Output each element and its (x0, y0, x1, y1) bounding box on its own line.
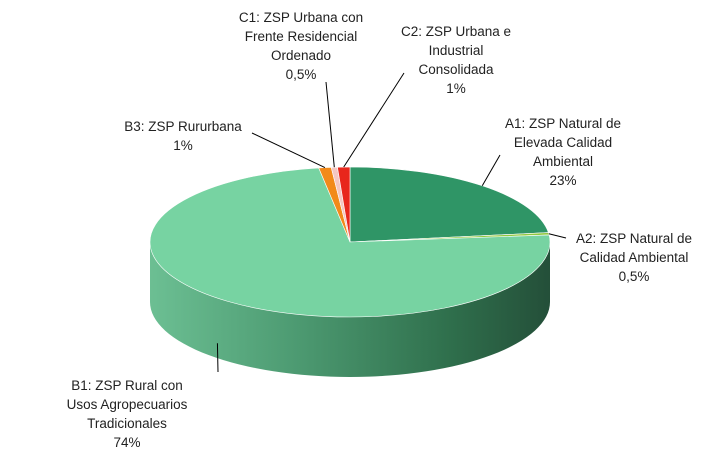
label-a2-line1: A2: ZSP Natural de (575, 231, 693, 246)
label-c2-line2: Industrial (428, 43, 484, 58)
leader-lines (216, 72, 567, 373)
label-a1-percent: 23% (549, 173, 577, 188)
pie-top-faces (149, 166, 551, 318)
label-b3-line1: B3: ZSP Rururbana (124, 119, 242, 134)
label-a2-line2: Calidad Ambiental (579, 250, 689, 265)
pie-slice-b1 (149, 167, 551, 318)
label-a2: A2: ZSP Natural de Calidad Ambiental 0,5… (566, 229, 702, 286)
label-a1-line3: Ambiental (532, 154, 594, 169)
label-c1-line3: Ordenado (270, 48, 332, 63)
label-b3: B3: ZSP Rururbana 1% (113, 117, 253, 155)
label-b1-line2: Usos Agropecuarios (66, 397, 188, 412)
label-b3-percent: 1% (173, 138, 193, 153)
label-a1-line1: A1: ZSP Natural de (504, 116, 622, 131)
label-b1-percent: 74% (113, 435, 141, 450)
label-a2-percent: 0,5% (618, 269, 650, 284)
label-c1-percent: 0,5% (285, 67, 317, 82)
label-c2-line1: C2: ZSP Urbana e (400, 24, 512, 39)
label-c2-percent: 1% (446, 81, 466, 96)
leader-line-a1 (481, 154, 501, 186)
label-b1: B1: ZSP Rural con Usos Agropecuarios Tra… (52, 376, 202, 452)
pie-side-b1 (150, 242, 550, 377)
label-a1: A1: ZSP Natural de Elevada Calidad Ambie… (498, 114, 628, 190)
leader-line-b1 (216, 343, 219, 373)
leader-line-c2 (343, 72, 405, 168)
label-c1-line2: Frente Residencial (244, 29, 358, 44)
leader-line-c1 (325, 81, 335, 168)
label-c1-line1: C1: ZSP Urbana con (238, 10, 364, 25)
label-b1-line1: B1: ZSP Rural con (71, 378, 183, 393)
leader-line-b3 (251, 132, 326, 169)
pie-side-walls (150, 242, 550, 377)
pie-slice-a1 (349, 166, 549, 243)
leader-line-a2 (548, 233, 567, 239)
label-c2-line3: Consolidada (418, 62, 494, 77)
label-c2: C2: ZSP Urbana e Industrial Consolidada … (388, 22, 524, 98)
label-a1-line2: Elevada Calidad (513, 135, 613, 150)
label-b1-line3: Tradicionales (87, 416, 167, 431)
label-c1: C1: ZSP Urbana con Frente Residencial Or… (228, 8, 374, 84)
